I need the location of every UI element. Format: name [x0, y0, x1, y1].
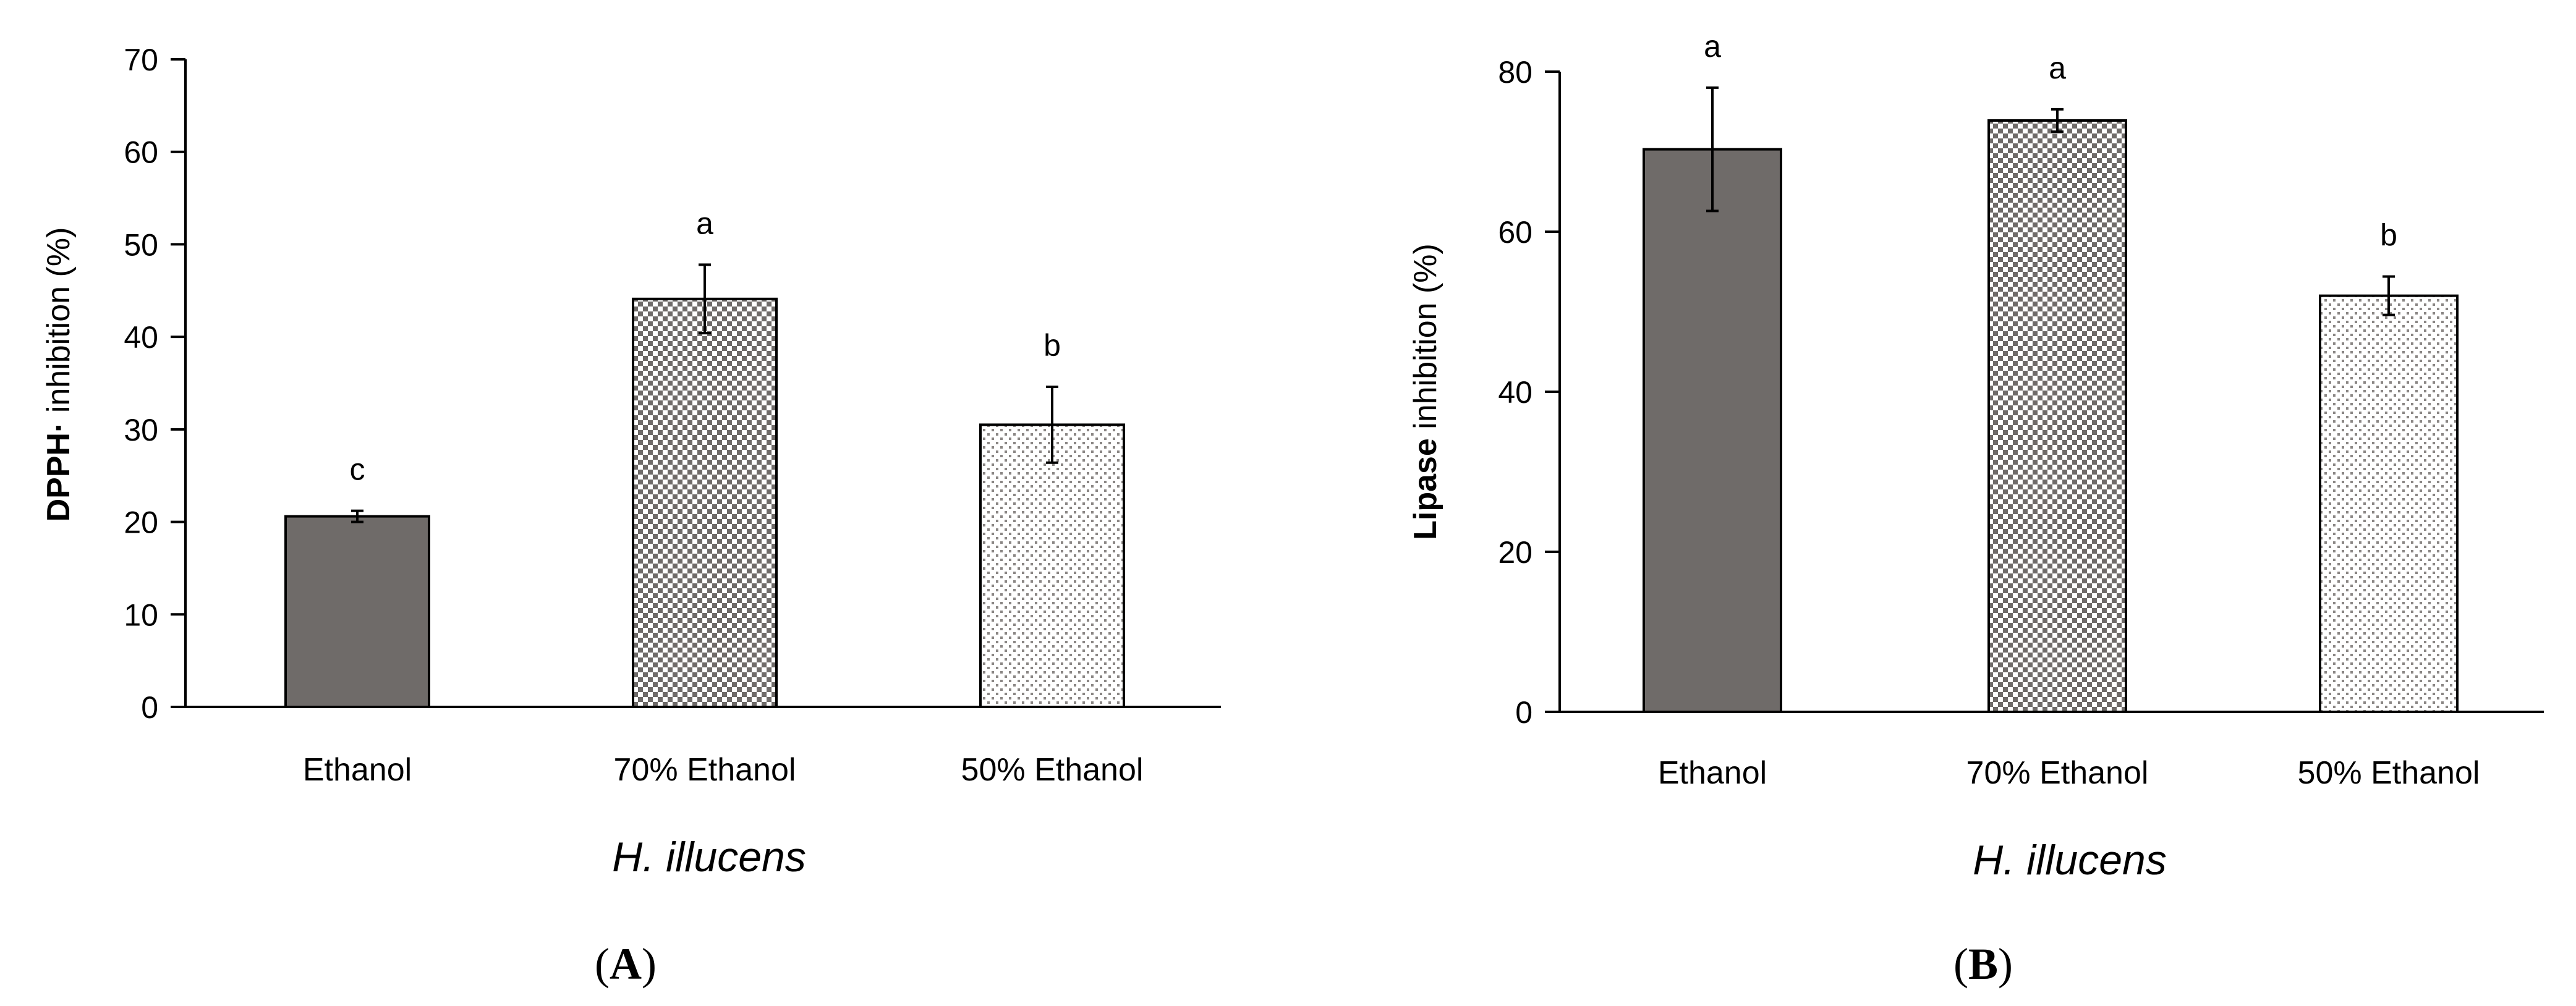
chart-b-category-label: 50% Ethanol: [2298, 755, 2480, 791]
chart-a-y-tick-label: 20: [124, 505, 158, 540]
chart-b-y-tick-label: 40: [1498, 375, 1532, 410]
chart-a-significance-letter: a: [696, 206, 713, 240]
chart-b-category-label: 70% Ethanol: [1966, 755, 2149, 791]
chart-a-y-tick-label: 10: [124, 598, 158, 632]
chart-panel-a: 0 10 20 30 40 50 60 70 c Ethanol a 70% Ethanol b 50% …: [41, 43, 1221, 989]
chart-a-panel-paren-close: ): [642, 939, 657, 989]
chart-a-category-label: 50% Ethanol: [961, 752, 1144, 788]
chart-a-y-tick-label: 60: [124, 135, 158, 170]
chart-a-panel-label: (A): [595, 939, 657, 989]
chart-a-y-tick-label: 0: [141, 690, 158, 725]
chart-a-bar: [632, 297, 778, 708]
chart-b-panel-label: (B): [1953, 939, 2013, 989]
chart-b-bar: [2319, 294, 2459, 714]
chart-a-y-axis-label-rest: inhibition (%): [41, 227, 77, 422]
chart-a-category-label: Ethanol: [303, 752, 412, 788]
chart-b-panel-paren-open: (: [1953, 939, 1968, 989]
chart-b-x-axis-label: H. illucens: [1973, 837, 2167, 884]
chart-a-y-tick-label: 70: [124, 43, 158, 77]
chart-a-y-tick-label: 40: [124, 320, 158, 355]
chart-b-panel-paren-close: ): [1998, 939, 2013, 989]
chart-b-bar: [1987, 119, 2127, 713]
chart-a-y-tick-label: 50: [124, 227, 158, 262]
chart-a-category-label: 70% Ethanol: [614, 752, 796, 788]
chart-b-y-axis-label-bold: Lipase: [1408, 438, 1443, 540]
chart-b-bar: [1643, 148, 1782, 714]
chart-b-significance-letter: a: [1704, 29, 1721, 64]
chart-b-y-tick-label: 20: [1498, 535, 1532, 570]
chart-a-bar: [284, 515, 430, 708]
chart-b-y-tick-label: 80: [1498, 55, 1532, 90]
chart-a-panel-paren-open: (: [595, 939, 610, 989]
chart-a-bar: [979, 423, 1125, 708]
chart-b-y-axis-label-rest: inhibition (%): [1408, 243, 1443, 438]
chart-b-y-tick-label: 0: [1515, 695, 1532, 730]
chart-b-y-tick-label: 60: [1498, 215, 1532, 250]
chart-b-y-axis-label: Lipase inhibition (%): [1408, 243, 1443, 540]
chart-a-y-tick-label: 30: [124, 413, 158, 447]
chart-a-x-axis-label: H. illucens: [612, 834, 806, 881]
chart-a-panel-letter: A: [610, 939, 642, 989]
chart-b-category-label: Ethanol: [1658, 755, 1767, 791]
chart-b-panel-letter: B: [1968, 939, 1998, 989]
chart-b-significance-letter: a: [2049, 51, 2066, 85]
chart-panel-b: 0 20 40 60 80 a Ethanol a 70% Ethanol b 50% Ethano…: [1408, 29, 2544, 989]
chart-b-significance-letter: b: [2380, 218, 2397, 253]
chart-a-y-axis-label: DPPH· inhibition (%): [41, 227, 77, 522]
chart-a-significance-letter: c: [350, 452, 365, 487]
chart-a-y-axis-label-bold: DPPH·: [41, 422, 77, 522]
chart-a-significance-letter: b: [1044, 328, 1061, 363]
